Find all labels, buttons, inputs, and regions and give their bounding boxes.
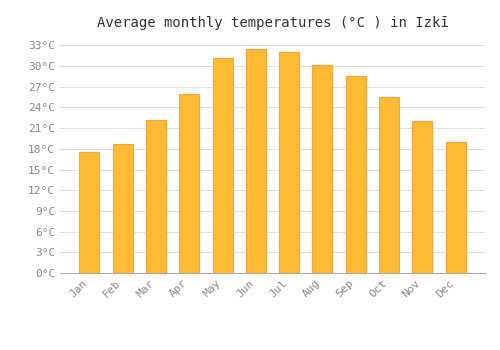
Bar <box>379 97 399 273</box>
Bar <box>412 120 432 273</box>
Bar <box>179 94 199 273</box>
Bar <box>279 52 299 273</box>
Title: Average monthly temperatures (°C ) in Izkī: Average monthly temperatures (°C ) in Iz… <box>96 16 448 30</box>
Bar <box>212 58 233 273</box>
Bar <box>146 120 166 273</box>
Bar <box>312 65 332 273</box>
Bar <box>446 142 466 273</box>
Bar <box>346 76 366 273</box>
Bar <box>246 49 266 273</box>
Bar <box>112 144 132 273</box>
Bar <box>80 152 100 273</box>
